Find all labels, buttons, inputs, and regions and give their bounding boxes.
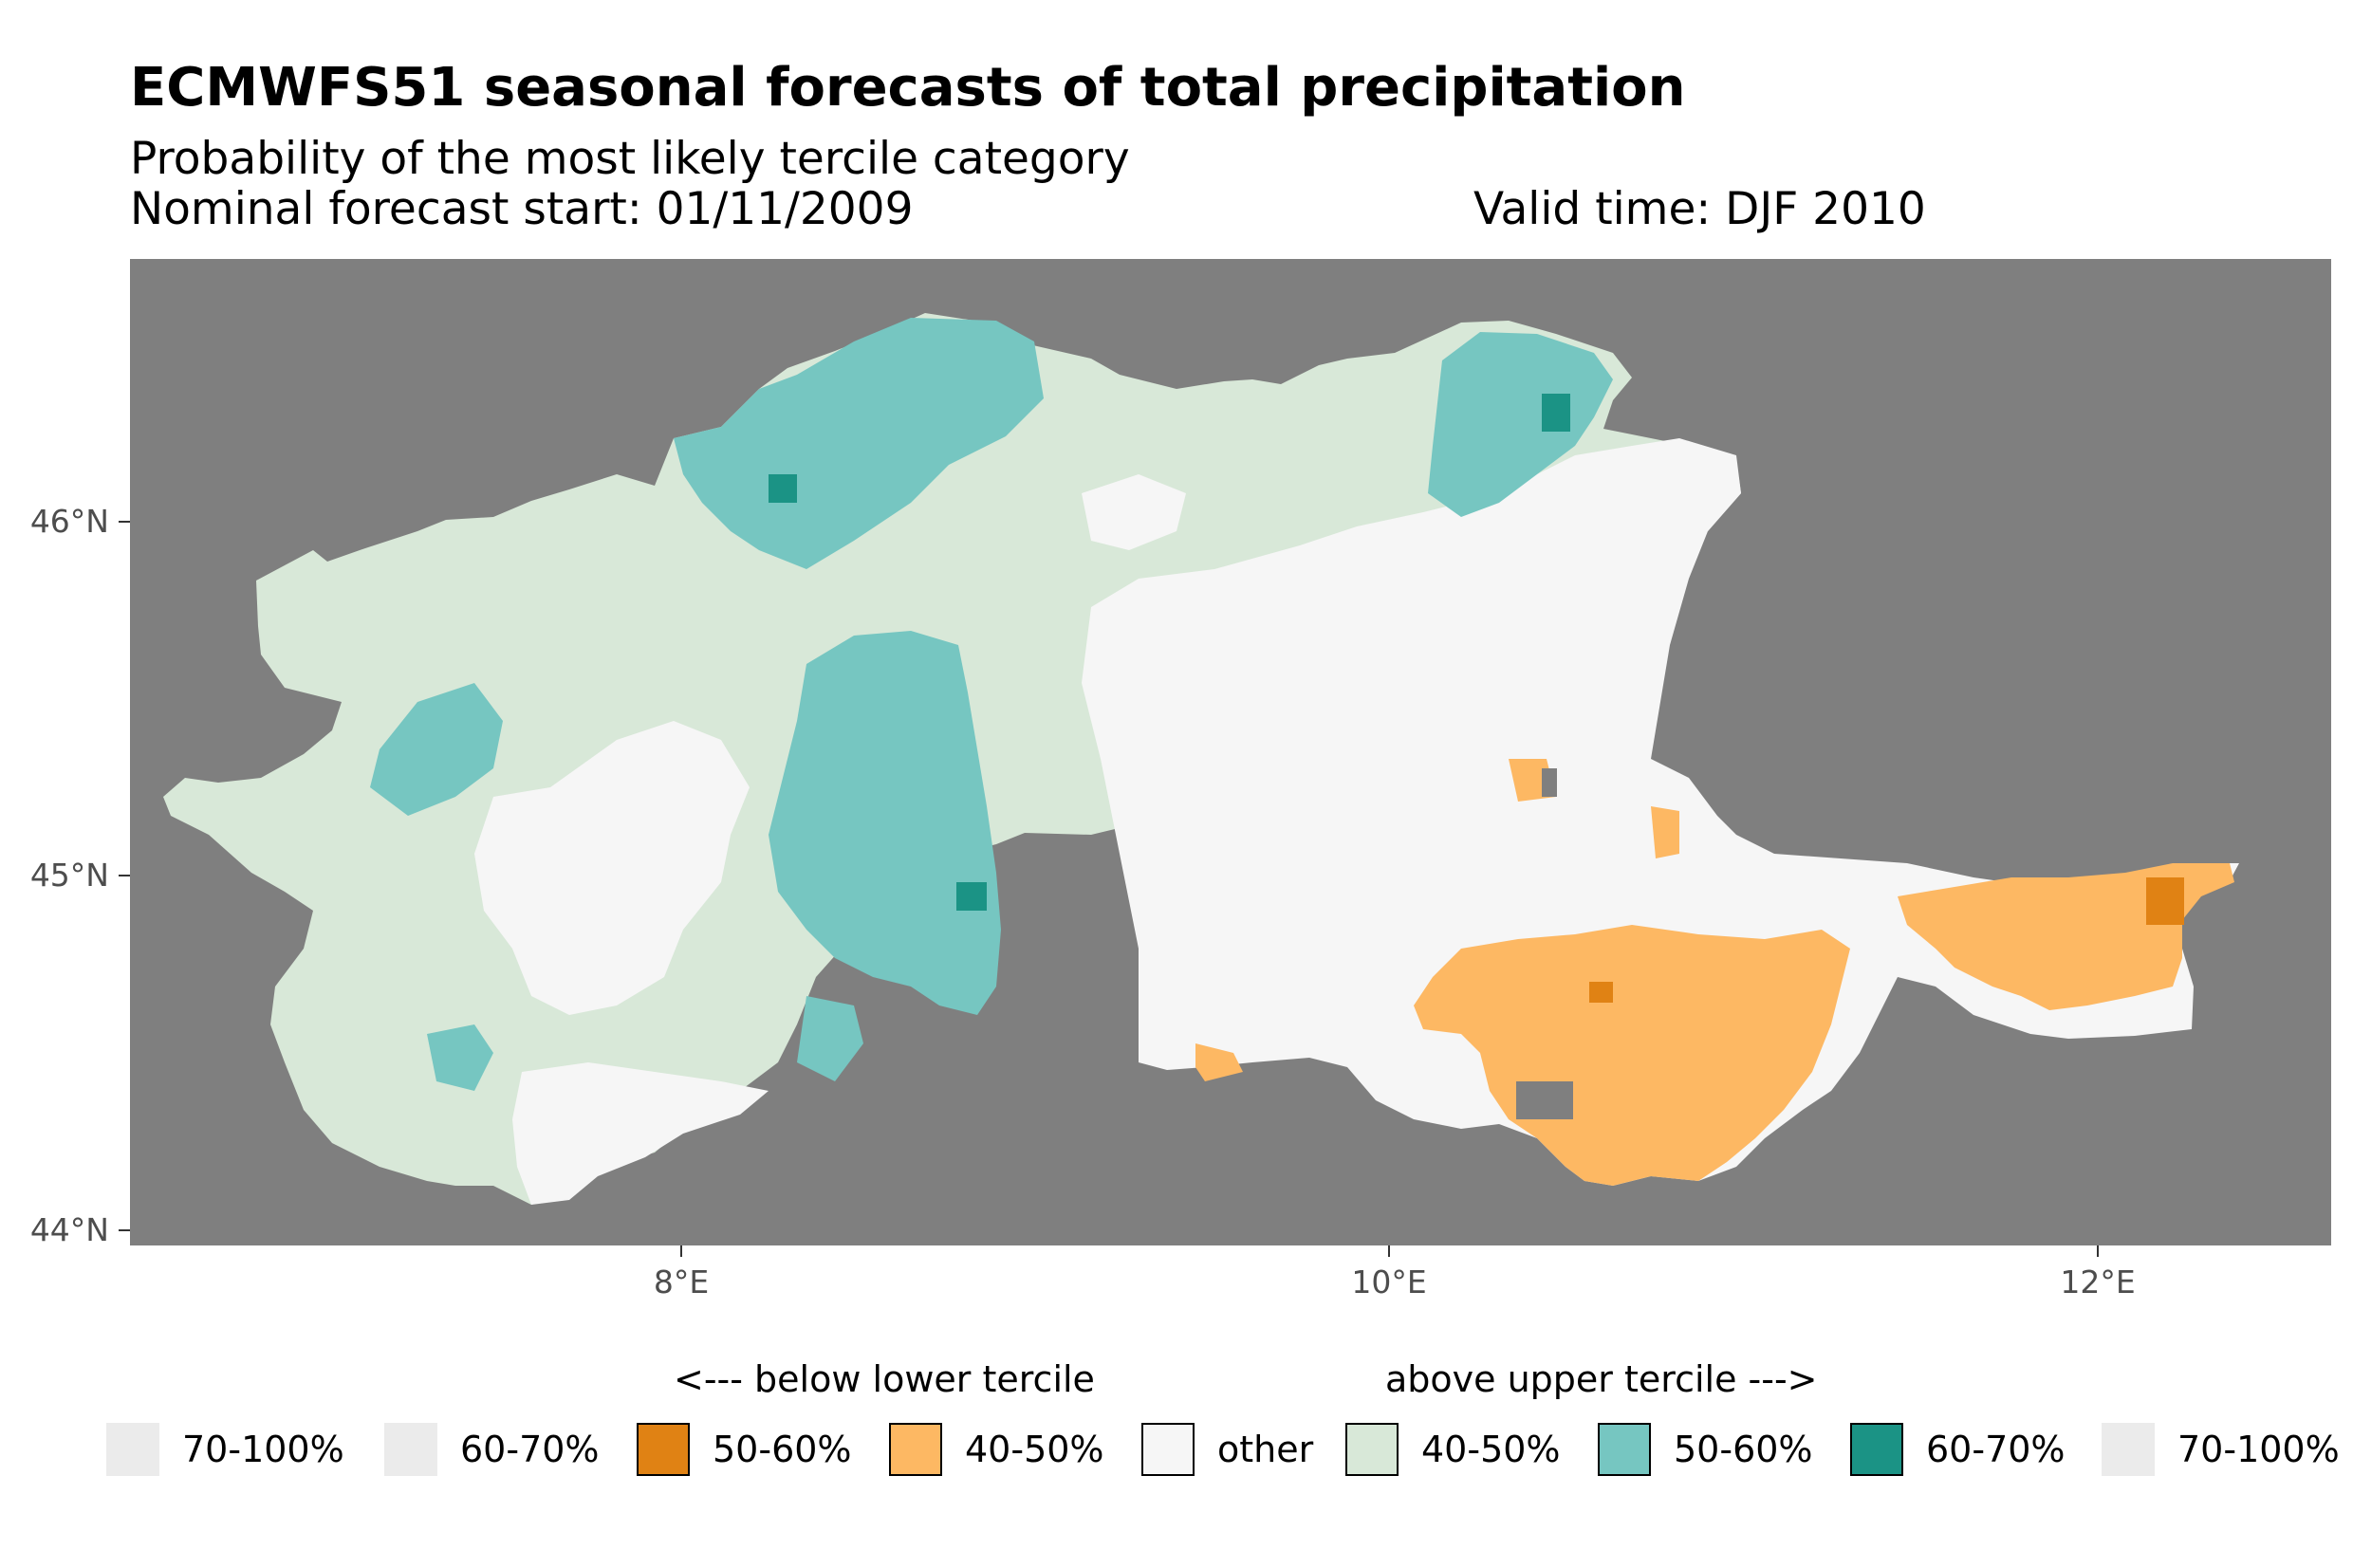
legend-swatch — [106, 1423, 159, 1476]
region-below-40-50-small-a — [1195, 1043, 1243, 1081]
region-other-west — [474, 721, 750, 1015]
legend-item-above-60-70: 60-70% — [1850, 1423, 2066, 1476]
region-above-60-70-c — [956, 882, 987, 911]
legend-label: 60-70% — [460, 1429, 600, 1470]
region-below-40-50-south — [1414, 925, 1850, 1186]
valid-time-label: Valid time: DJF 2010 — [1473, 183, 1926, 235]
region-other-northeast — [1632, 438, 1741, 531]
legend-item-above-50-60: 50-60% — [1598, 1423, 1813, 1476]
legend-swatch — [1345, 1423, 1399, 1476]
region-above-50-60-sw — [427, 1024, 493, 1091]
region-above-50-60-northeast — [1428, 332, 1613, 517]
legend-item-below-50-60: 50-60% — [637, 1423, 852, 1476]
x-tick-label-12: 12°E — [2060, 1264, 2136, 1301]
map-title: ECMWFS51 seasonal forecasts of total pre… — [130, 57, 1686, 119]
legend-item-below-70-100: 70-100% — [106, 1423, 344, 1476]
region-above-50-60-s — [797, 996, 863, 1081]
region-below-50-60-b — [1589, 982, 1613, 1003]
legend-label: 70-100% — [182, 1429, 344, 1470]
y-tick-label-46: 46°N — [29, 503, 109, 540]
map-subtitle: Probability of the most likely tercile c… — [130, 133, 1130, 185]
legend-swatch — [1850, 1423, 1903, 1476]
region-other-alps — [1082, 474, 1186, 550]
x-tick-label-8: 8°E — [653, 1264, 710, 1301]
legend-item-above-70-100: 70-100% — [2102, 1423, 2340, 1476]
legend-swatch — [2102, 1423, 2155, 1476]
region-gap-a — [1516, 1081, 1573, 1119]
y-tick-label-44: 44°N — [29, 1211, 109, 1248]
region-above-50-60-central — [769, 631, 1001, 1015]
region-below-50-60-a — [2146, 877, 2184, 925]
region-above-50-60-north — [674, 318, 1044, 569]
region-below-40-50-small-c — [1651, 806, 1679, 858]
forecast-start-label: Nominal forecast start: 01/11/2009 — [130, 183, 914, 235]
region-above-50-60-west — [370, 683, 503, 816]
legend-label: 60-70% — [1926, 1429, 2066, 1470]
region-above-60-70-b — [1542, 394, 1570, 432]
legend-swatch — [1598, 1423, 1651, 1476]
legend-label: 50-60% — [1674, 1429, 1813, 1470]
legend-label: 70-100% — [2177, 1429, 2340, 1470]
region-other-south — [512, 1062, 769, 1205]
y-tick-label-45: 45°N — [29, 857, 109, 894]
x-tick-label-10: 10°E — [1351, 1264, 1427, 1301]
legend-item-below-60-70: 60-70% — [384, 1423, 600, 1476]
legend-item-below-40-50: 40-50% — [889, 1423, 1104, 1476]
legend-below-heading: <--- below lower tercile — [674, 1358, 1095, 1400]
legend-label: 50-60% — [713, 1429, 852, 1470]
legend-swatch — [384, 1423, 437, 1476]
region-above-60-70-a — [769, 474, 797, 503]
legend-swatch — [637, 1423, 690, 1476]
region-gap-b — [1542, 768, 1557, 797]
legend-above-heading: above upper tercile ---> — [1385, 1358, 1818, 1400]
legend-label: 40-50% — [965, 1429, 1104, 1470]
legend-label: 40-50% — [1421, 1429, 1561, 1470]
legend-item-above-40-50: 40-50% — [1345, 1423, 1561, 1476]
legend-swatch — [889, 1423, 942, 1476]
legend-item-other: other — [1141, 1423, 1313, 1476]
legend-label: other — [1217, 1429, 1314, 1470]
legend-swatch — [1141, 1423, 1195, 1476]
